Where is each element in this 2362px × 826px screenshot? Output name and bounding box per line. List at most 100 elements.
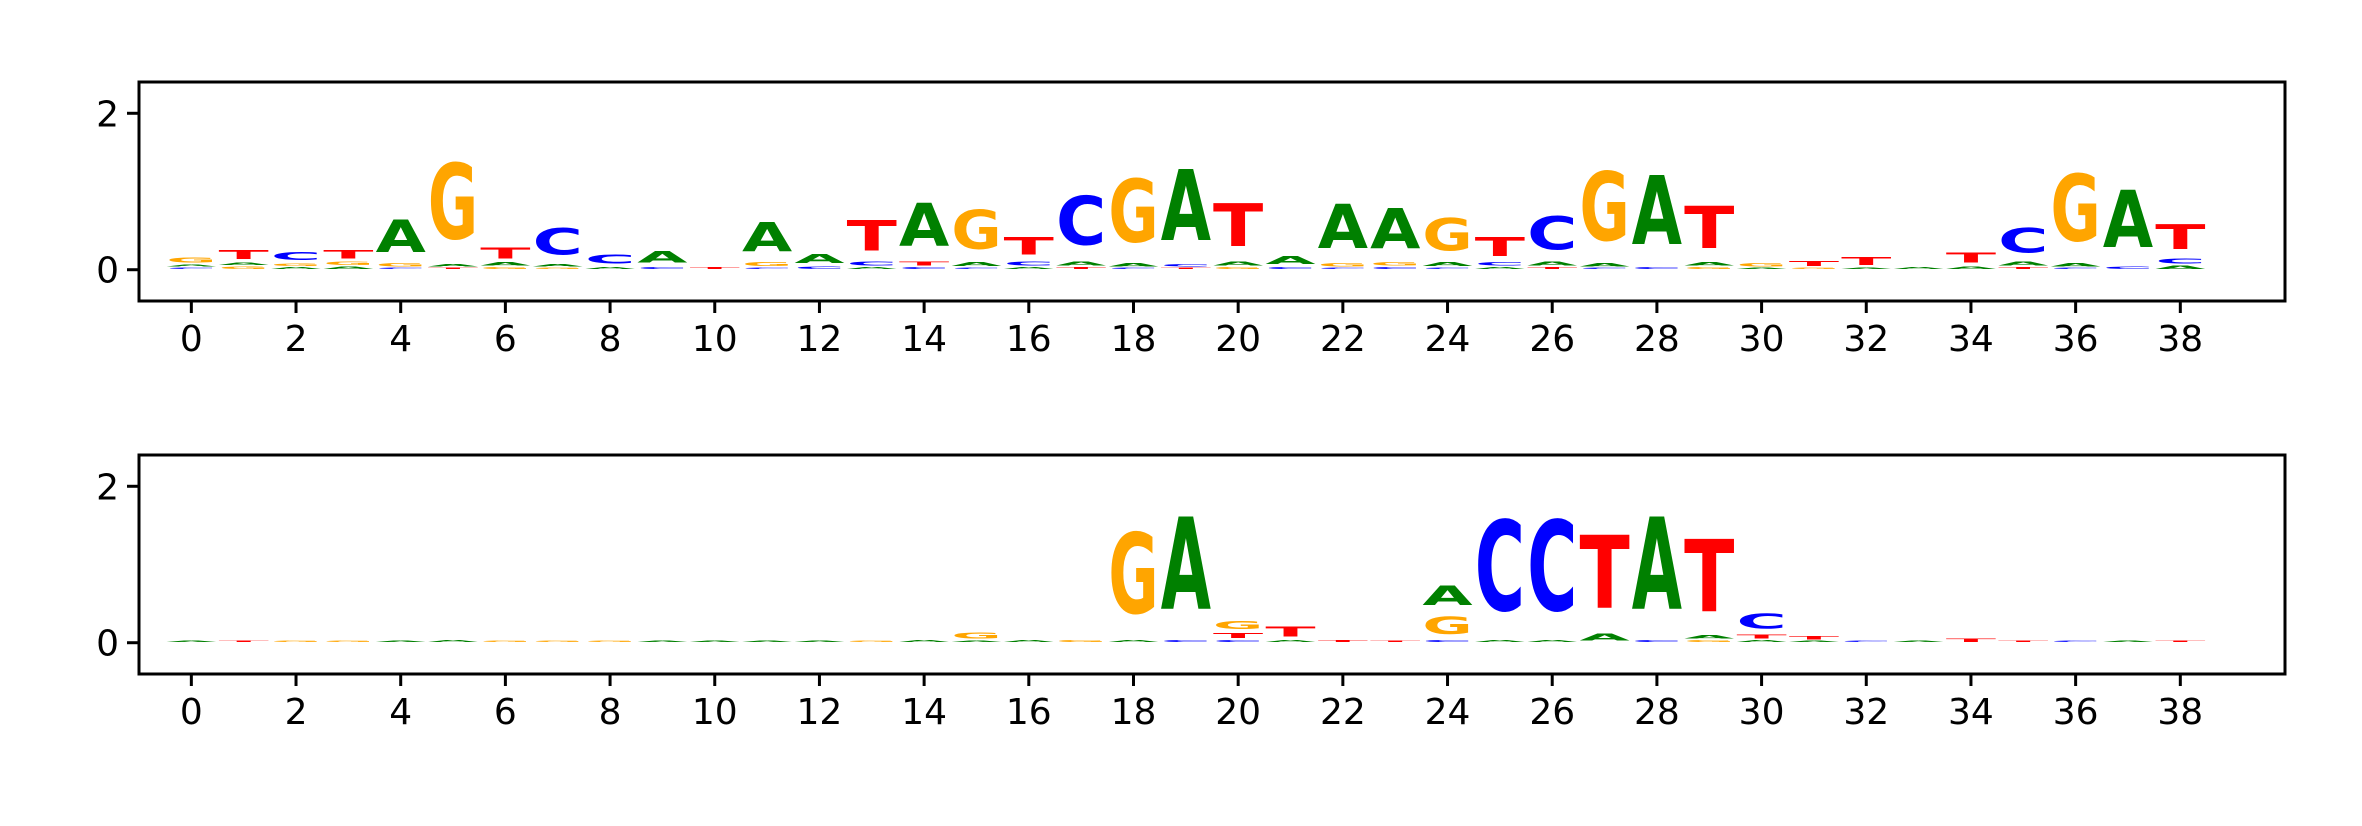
logo-letter-t: T — [1579, 514, 1629, 631]
logo-letter-g: G — [2051, 156, 2101, 263]
logo-letter-a: A — [1684, 635, 1735, 640]
logo-letter-a: A — [1789, 640, 1840, 642]
logo-letter-c: C — [271, 250, 321, 262]
logo-letter-c: C — [1422, 267, 1472, 269]
x-tick-label: 2 — [285, 692, 308, 733]
logo-letter-t: T — [1946, 250, 1996, 265]
logo-letter-g: G — [1108, 512, 1158, 641]
x-tick-label: 14 — [901, 319, 947, 360]
logo-letter-c: C — [166, 267, 216, 269]
logo-letter-c: C — [1579, 267, 1629, 269]
logo-letter-g: G — [480, 640, 530, 642]
logo-letter-c: C — [1108, 267, 1158, 269]
logo-letter-t: T — [1789, 260, 1840, 268]
logo-letter-g: G — [1108, 161, 1158, 263]
logo-letter-t: T — [2155, 640, 2206, 642]
x-axis-top: 0 2 4 6 8 10 12 14 16 18 20 22 24 26 28 30 32 34 36 38 — [180, 301, 2203, 360]
x-tick-label: 26 — [1529, 319, 1575, 360]
x-tick-label: 12 — [797, 319, 843, 360]
logo-letter-c: C — [1370, 267, 1420, 270]
logo-letter-g: G — [1789, 267, 1839, 269]
logo-letter-t: T — [323, 248, 373, 261]
logo-letter-c: C — [1841, 640, 1891, 642]
logo-letter-c: C — [533, 221, 583, 264]
logo-letter-a: A — [1265, 254, 1315, 266]
logo-letter-t: T — [1213, 632, 1264, 640]
logo-letter-g: G — [951, 631, 1001, 640]
y-tick-label: 2 — [96, 94, 119, 135]
x-axis-bottom: 0 2 4 6 8 10 12 14 16 18 20 22 24 26 28 30 32 34 36 38 — [180, 674, 2203, 733]
logo-letter-t: T — [1370, 640, 1421, 642]
logo-letter-a: A — [1056, 260, 1107, 266]
logo-letter-c: C — [742, 267, 792, 269]
logo-letter-a: A — [637, 248, 688, 267]
logo-letter-t: T — [1789, 636, 1840, 641]
logo-letter-a: A — [637, 640, 688, 642]
logo-letter-a: A — [1475, 640, 1526, 643]
x-tick-label: 30 — [1739, 319, 1785, 360]
logo-letter-g: G — [951, 199, 1001, 261]
logo-letter-a: A — [1893, 267, 1944, 270]
logo-letter-a: A — [1422, 580, 1473, 611]
axes-frame-top — [137, 80, 2287, 303]
x-tick-label: 2 — [285, 319, 308, 360]
logo-letter-g: G — [323, 261, 373, 266]
x-tick-label: 24 — [1425, 319, 1471, 360]
x-tick-label: 10 — [692, 319, 738, 360]
logo-letter-a: A — [1161, 491, 1211, 640]
x-tick-label: 10 — [692, 692, 738, 733]
x-tick-label: 18 — [1111, 319, 1157, 360]
logo-letter-a: A — [1108, 640, 1159, 643]
logo-letter-a: A — [1108, 263, 1159, 268]
logo-letter-t: T — [1004, 232, 1055, 260]
logo-letter-g: G — [219, 266, 269, 270]
logo-letter-a: A — [1632, 491, 1682, 640]
x-tick-label: 8 — [599, 319, 622, 360]
logo-letter-t: T — [690, 267, 741, 270]
logo-letter-a: A — [690, 640, 741, 642]
logo-letter-a: A — [1370, 199, 1421, 263]
logo-letter-t: T — [1161, 267, 1212, 269]
y-axis-top: 02 — [96, 94, 139, 292]
logo-letter-t: T — [1684, 195, 1734, 262]
logo-letter-a: A — [951, 261, 1002, 267]
x-tick-label: 34 — [1948, 692, 1994, 733]
logo-letter-g: G — [585, 640, 635, 642]
logo-letter-c: C — [1161, 640, 1211, 643]
logo-letter-a: A — [1318, 192, 1369, 262]
logo-letter-g: G — [271, 263, 321, 267]
logo-letter-a: A — [2051, 263, 2102, 268]
x-tick-label: 8 — [599, 692, 622, 733]
logo-letter-g: G — [1684, 640, 1734, 643]
logo-letter-t: T — [1318, 640, 1369, 643]
logo-letter-c: C — [1318, 267, 1368, 269]
logo-letter-a: A — [166, 640, 217, 642]
logo-letter-a: A — [899, 640, 950, 643]
y-axis-bottom: 02 — [96, 467, 139, 665]
logo-letter-g: G — [533, 267, 583, 269]
logo-letter-t: T — [1736, 633, 1787, 639]
logo-letter-a: A — [1841, 267, 1892, 269]
logo-letter-t: T — [1475, 232, 1526, 262]
logo-letter-a: A — [1213, 260, 1264, 266]
logo-letter-a: A — [480, 262, 531, 267]
logo-letter-g: G — [1318, 263, 1368, 268]
x-tick-label: 0 — [180, 692, 203, 733]
x-tick-label: 4 — [389, 692, 412, 733]
logo-letter-g: G — [1579, 152, 1629, 263]
logo-letter-a: A — [166, 264, 217, 267]
x-tick-label: 32 — [1843, 319, 1889, 360]
x-tick-label: 14 — [901, 692, 947, 733]
x-tick-label: 20 — [1215, 692, 1261, 733]
x-tick-label: 22 — [1320, 692, 1366, 733]
logo-letter-t: T — [219, 248, 269, 262]
logo-letter-c: C — [1527, 207, 1577, 260]
logo-letter-c: C — [951, 267, 1001, 269]
logo-letter-t: T — [1998, 267, 2049, 270]
logo-letter-c: C — [585, 252, 635, 266]
logo-letter-a: A — [1527, 640, 1578, 643]
logo-letter-a: A — [1736, 267, 1787, 269]
logo-letter-t: T — [1684, 519, 1735, 635]
logo-letter-a: A — [1684, 262, 1735, 267]
logo-letter-a: A — [533, 263, 584, 267]
